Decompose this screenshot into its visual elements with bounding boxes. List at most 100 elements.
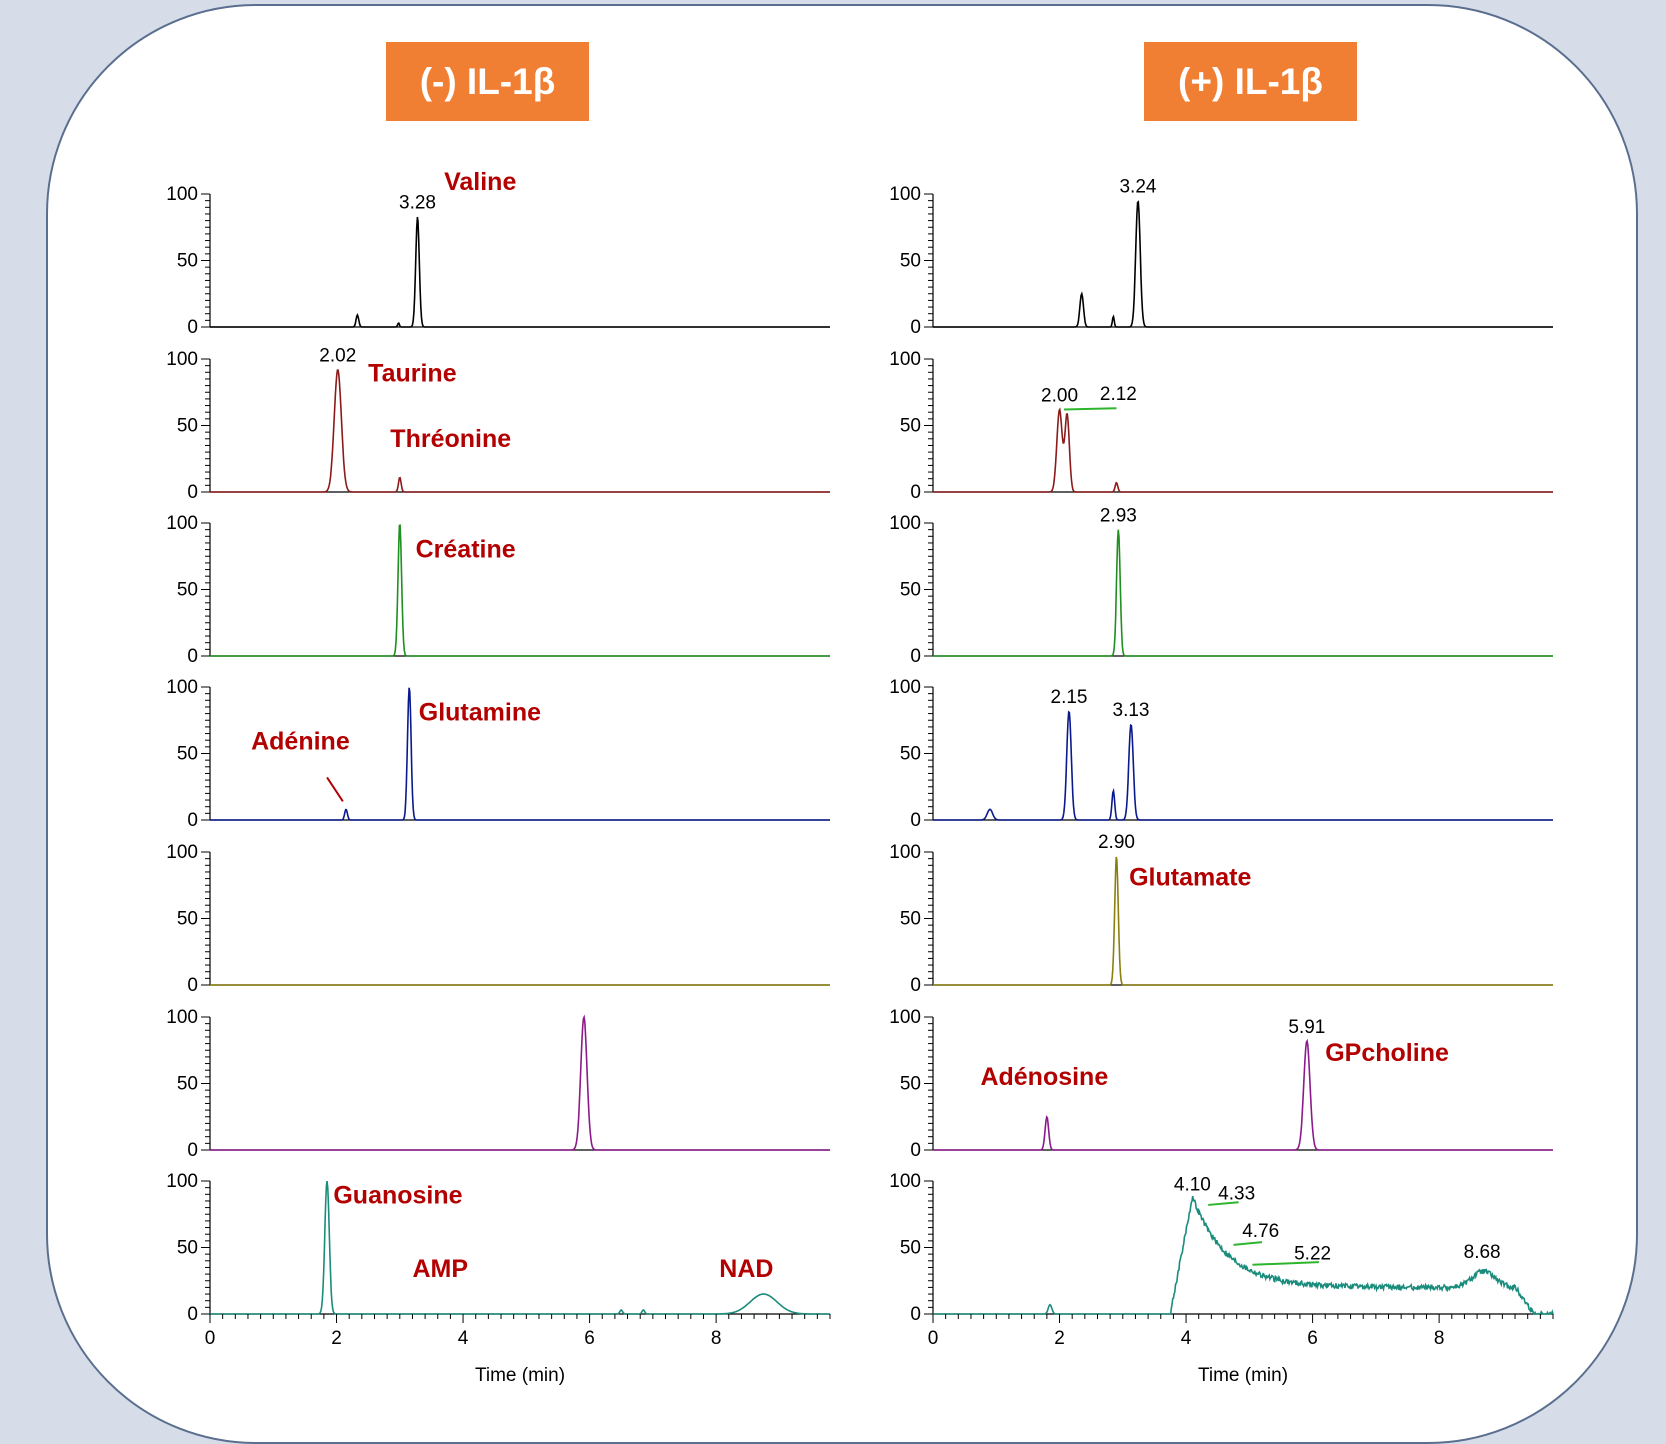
x-tick-label: 4 — [1181, 1328, 1192, 1349]
peak-label: 8.68 — [1464, 1242, 1501, 1263]
compound-label: AMP — [412, 1255, 468, 1283]
y-tick-label: 50 — [900, 744, 921, 765]
y-tick-label: 50 — [177, 251, 198, 272]
peak-label: 3.28 — [399, 193, 436, 214]
y-tick-label: 50 — [900, 1074, 921, 1095]
peak-label: 2.00 — [1041, 386, 1078, 407]
y-tick-label: 50 — [177, 909, 198, 930]
peak-label: 4.33 — [1218, 1184, 1255, 1205]
peak-label: 5.91 — [1288, 1017, 1325, 1038]
y-tick-label: 100 — [166, 349, 198, 370]
trace-line — [210, 216, 830, 328]
header-minus-il1b: (-) IL-1β — [386, 42, 589, 121]
y-tick-label: 50 — [177, 1238, 198, 1259]
trace-line — [933, 856, 1553, 986]
compound-label: Adénosine — [980, 1063, 1108, 1091]
x-tick-label: 4 — [458, 1328, 469, 1349]
compound-label: NAD — [719, 1255, 773, 1283]
trace-line — [210, 687, 830, 821]
x-tick-label: 6 — [1307, 1328, 1318, 1349]
y-tick-label: 50 — [900, 909, 921, 930]
compound-label: Glutamine — [419, 698, 541, 726]
compound-label: Thréonine — [390, 425, 511, 453]
trace-line — [210, 369, 830, 493]
annotation-line — [1252, 1261, 1319, 1266]
y-tick-label: 50 — [900, 1238, 921, 1259]
y-tick-label: 0 — [187, 482, 198, 503]
trace-line — [933, 200, 1553, 328]
x-tick-label: 2 — [331, 1328, 342, 1349]
peak-label: 2.90 — [1098, 832, 1135, 853]
y-tick-label: 100 — [889, 513, 921, 534]
x-tick-label: 8 — [711, 1328, 722, 1349]
y-tick-label: 100 — [889, 349, 921, 370]
x-tick-label: 0 — [205, 1328, 216, 1349]
annotation-line — [326, 776, 344, 802]
y-tick-label: 100 — [889, 184, 921, 205]
x-tick-label: 2 — [1054, 1328, 1065, 1349]
y-tick-label: 100 — [166, 513, 198, 534]
x-tick-label: 6 — [584, 1328, 595, 1349]
y-tick-label: 50 — [177, 1074, 198, 1095]
y-tick-label: 50 — [900, 251, 921, 272]
y-tick-label: 0 — [910, 482, 921, 503]
trace-line — [933, 1038, 1553, 1151]
peak-label: 3.24 — [1119, 177, 1156, 198]
compound-label: Guanosine — [333, 1182, 462, 1210]
y-tick-label: 100 — [889, 842, 921, 863]
y-tick-label: 50 — [900, 416, 921, 437]
x-tick-label: 8 — [1434, 1328, 1445, 1349]
peak-label: 4.10 — [1174, 1174, 1211, 1195]
compound-label: Taurine — [368, 360, 457, 388]
y-tick-label: 0 — [187, 1304, 198, 1325]
y-tick-label: 100 — [166, 842, 198, 863]
peak-label: 2.15 — [1051, 687, 1088, 708]
compound-label: Adénine — [251, 728, 350, 756]
rounded-panel — [46, 4, 1638, 1444]
header-plus-il1b: (+) IL-1β — [1144, 42, 1357, 121]
y-tick-label: 100 — [166, 1171, 198, 1192]
peak-label: 2.02 — [319, 346, 356, 367]
y-tick-label: 50 — [177, 744, 198, 765]
x-axis-title: Time (min) — [1198, 1365, 1288, 1386]
y-tick-label: 0 — [187, 317, 198, 338]
annotation-line — [1063, 407, 1117, 411]
annotation-line — [1233, 1241, 1263, 1246]
trace-line — [210, 1014, 830, 1151]
trace-line — [210, 1180, 830, 1315]
y-tick-label: 0 — [187, 1140, 198, 1161]
trace-line — [933, 1195, 1554, 1315]
y-tick-label: 100 — [166, 184, 198, 205]
y-tick-label: 0 — [910, 317, 921, 338]
trace-line — [933, 407, 1553, 493]
y-tick-label: 0 — [910, 975, 921, 996]
peak-label: 2.12 — [1100, 384, 1137, 405]
peak-label: 3.13 — [1113, 700, 1150, 721]
annotation-line — [1208, 1201, 1239, 1206]
y-tick-label: 50 — [177, 416, 198, 437]
y-tick-label: 0 — [187, 975, 198, 996]
y-tick-label: 0 — [187, 810, 198, 831]
compound-label: GPcholine — [1325, 1039, 1449, 1067]
y-tick-label: 0 — [187, 646, 198, 667]
y-tick-label: 50 — [900, 580, 921, 601]
y-tick-label: 0 — [910, 1304, 921, 1325]
x-axis-title: Time (min) — [475, 1365, 565, 1386]
peak-label: 5.22 — [1294, 1243, 1331, 1264]
y-tick-label: 100 — [889, 1007, 921, 1028]
y-tick-label: 50 — [177, 580, 198, 601]
peak-label: 4.76 — [1242, 1221, 1279, 1242]
y-tick-label: 0 — [910, 646, 921, 667]
trace-line — [210, 524, 830, 657]
y-tick-label: 0 — [910, 1140, 921, 1161]
compound-label: Créatine — [416, 536, 516, 564]
compound-label: Glutamate — [1129, 863, 1251, 891]
y-tick-label: 100 — [889, 1171, 921, 1192]
trace-line — [933, 710, 1553, 821]
y-tick-label: 100 — [889, 677, 921, 698]
trace-line — [933, 529, 1553, 657]
y-tick-label: 0 — [910, 810, 921, 831]
compound-label: Valine — [444, 168, 516, 196]
x-tick-label: 0 — [928, 1328, 939, 1349]
y-tick-label: 100 — [166, 1007, 198, 1028]
